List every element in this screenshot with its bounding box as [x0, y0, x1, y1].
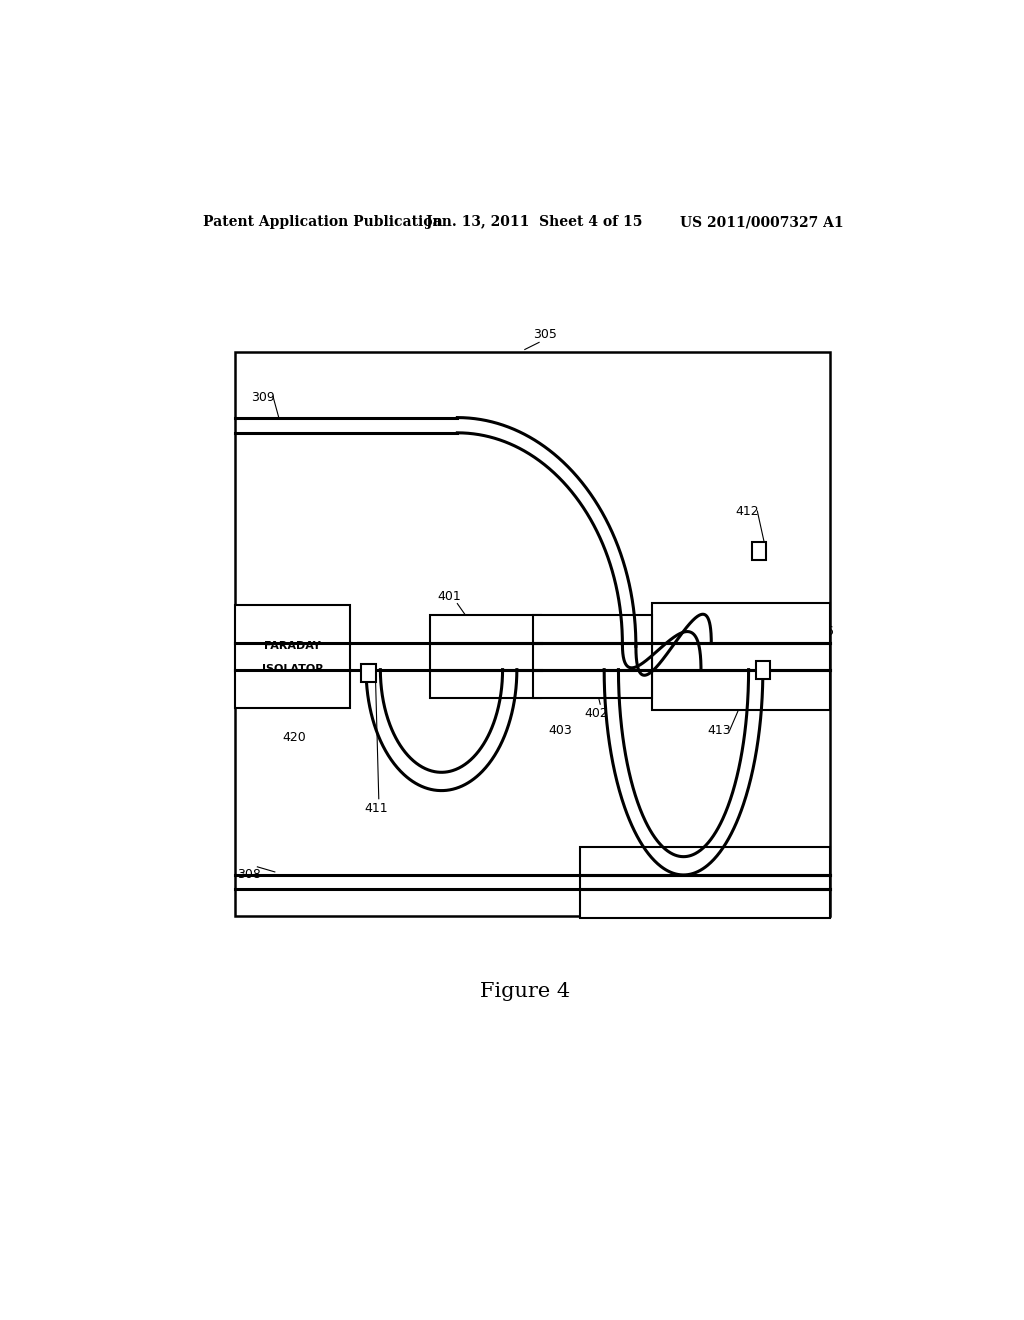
Bar — [430, 615, 541, 698]
Bar — [361, 664, 376, 682]
Bar — [581, 846, 830, 917]
Text: 305: 305 — [532, 329, 557, 342]
Text: Patent Application Publication: Patent Application Publication — [204, 215, 443, 230]
Text: Figure 4: Figure 4 — [479, 982, 570, 1002]
Text: Jan. 13, 2011  Sheet 4 of 15: Jan. 13, 2011 Sheet 4 of 15 — [426, 215, 642, 230]
Text: ISOLATOR: ISOLATOR — [262, 664, 324, 673]
Text: 412: 412 — [735, 504, 759, 517]
Bar — [236, 351, 830, 916]
Text: 401: 401 — [437, 590, 461, 602]
Text: 403: 403 — [549, 725, 572, 737]
Text: 309: 309 — [251, 391, 274, 404]
Text: 308: 308 — [238, 867, 261, 880]
Text: 413: 413 — [708, 725, 731, 737]
Text: 411: 411 — [365, 801, 388, 814]
Bar — [236, 605, 350, 709]
Text: 115: 115 — [238, 611, 261, 624]
Bar — [532, 615, 652, 698]
Text: US 2011/0007327 A1: US 2011/0007327 A1 — [680, 215, 843, 230]
Text: FARADAY: FARADAY — [264, 642, 322, 651]
Bar — [652, 602, 830, 710]
Text: 402: 402 — [585, 708, 608, 721]
Text: 307: 307 — [807, 855, 831, 869]
Text: 420: 420 — [283, 731, 306, 744]
Bar — [752, 541, 766, 560]
Text: 306: 306 — [811, 624, 835, 638]
Bar — [756, 660, 770, 678]
